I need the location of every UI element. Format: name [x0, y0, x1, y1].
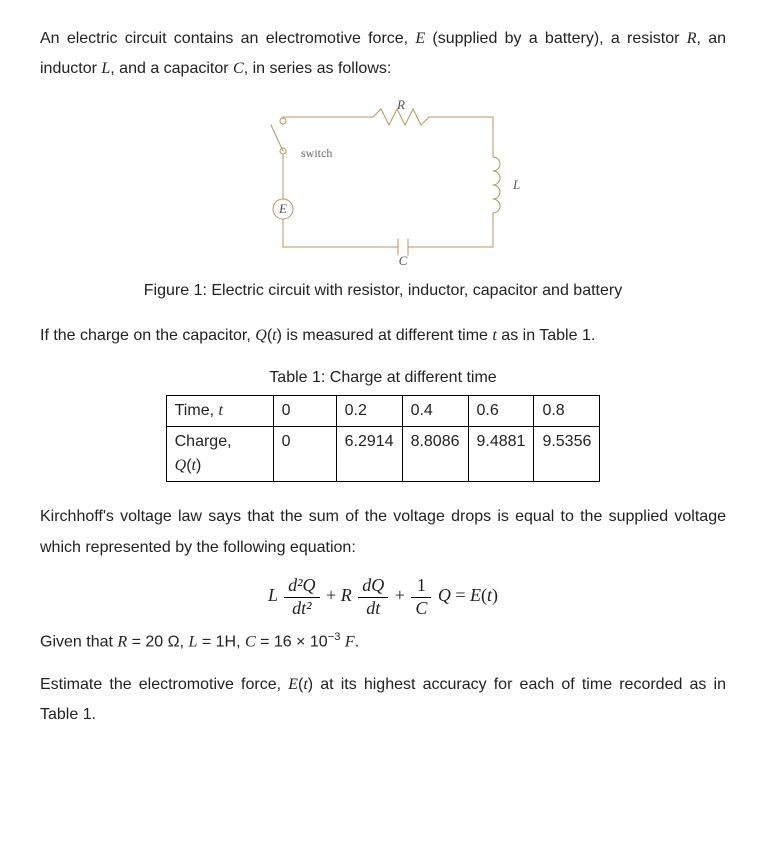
circuit-figure: R L C E switch — [40, 97, 726, 278]
fraction: dQdt — [358, 575, 388, 619]
text: is measured at different time — [282, 327, 492, 344]
var-R: R — [687, 30, 697, 47]
numerator: dQ — [358, 575, 388, 598]
var-C: C — [245, 634, 256, 651]
table-row: Time, t 0 0.2 0.4 0.6 0.8 — [166, 396, 600, 427]
para-charge: If the charge on the capacitor, Q(t) is … — [40, 321, 726, 351]
fraction: 1C — [411, 575, 431, 619]
text: ) — [492, 585, 498, 605]
cell: 0.4 — [402, 396, 468, 427]
var-L: L — [101, 60, 110, 77]
cell: 9.4881 — [468, 427, 534, 482]
cell: 0 — [273, 396, 336, 427]
intro-paragraph: An electric circuit contains an electrom… — [40, 24, 726, 85]
cell: 8.8086 — [402, 427, 468, 482]
equation: L d²Qdt² + R dQdt + 1C Q = E(t) — [40, 575, 726, 619]
var-E: E — [288, 676, 298, 693]
text: , and a capacitor — [110, 60, 233, 77]
svg-text:switch: switch — [301, 146, 332, 160]
text: = 16 × 10 — [256, 634, 328, 651]
figure-caption: Figure 1: Electric circuit with resistor… — [40, 280, 726, 302]
denominator: dt² — [284, 598, 319, 620]
final-paragraph: Estimate the electromotive force, E(t) a… — [40, 670, 726, 731]
var-Q: Q — [175, 457, 187, 474]
var-R: R — [341, 585, 352, 605]
text: Time, — [175, 402, 219, 419]
equals: = — [455, 585, 470, 605]
cell: 0.8 — [534, 396, 600, 427]
var-L: L — [268, 585, 278, 605]
svg-text:C: C — [399, 253, 408, 267]
cell-charge-label: Charge, Q(t) — [166, 427, 273, 482]
text: If the charge on the capacitor, — [40, 327, 255, 344]
svg-text:L: L — [512, 177, 520, 192]
cell: 0.6 — [468, 396, 534, 427]
text: , in series as follows: — [244, 60, 392, 77]
cell: 0.2 — [336, 396, 402, 427]
kirchhoff-paragraph: Kirchhoff's voltage law says that the su… — [40, 502, 726, 563]
var-t: t — [218, 402, 222, 419]
text: (supplied by a battery), a resistor — [425, 30, 687, 47]
cell: 0 — [273, 427, 336, 482]
var-C: C — [233, 60, 244, 77]
fraction: d²Qdt² — [284, 575, 319, 619]
plus: + — [326, 585, 341, 605]
numerator: d²Q — [284, 575, 319, 598]
var-R: R — [117, 634, 127, 651]
text: An electric circuit contains an electrom… — [40, 30, 415, 47]
given-paragraph: Given that R = 20 Ω, L = 1H, C = 16 × 10… — [40, 627, 726, 658]
text: . — [355, 634, 359, 651]
cell-time-label: Time, t — [166, 396, 273, 427]
text: ) — [196, 457, 201, 474]
charge-table: Time, t 0 0.2 0.4 0.6 0.8 Charge, Q(t) 0… — [166, 395, 601, 482]
text: Given that — [40, 634, 117, 651]
table-row: Charge, Q(t) 0 6.2914 8.8086 9.4881 9.53… — [166, 427, 600, 482]
text: = 1H, — [197, 634, 245, 651]
text: Charge, — [175, 433, 232, 450]
svg-text:E: E — [278, 201, 287, 216]
cell: 6.2914 — [336, 427, 402, 482]
svg-text:R: R — [396, 97, 405, 112]
text: as in Table 1. — [497, 327, 595, 344]
table-caption: Table 1: Charge at different time — [40, 363, 726, 393]
denominator: dt — [358, 598, 388, 620]
cell: 9.5356 — [534, 427, 600, 482]
exponent: −3 — [328, 631, 341, 643]
denominator: C — [411, 598, 431, 620]
plus: + — [395, 585, 410, 605]
text: = 20 Ω, — [127, 634, 188, 651]
numerator: 1 — [411, 575, 431, 598]
var-E: E — [470, 585, 481, 605]
var-F: F — [345, 634, 355, 651]
text: Estimate the electromotive force, — [40, 676, 288, 693]
var-Q: Q — [255, 327, 267, 344]
circuit-svg: R L C E switch — [223, 97, 543, 267]
var-Q: Q — [438, 585, 451, 605]
var-E: E — [415, 30, 425, 47]
